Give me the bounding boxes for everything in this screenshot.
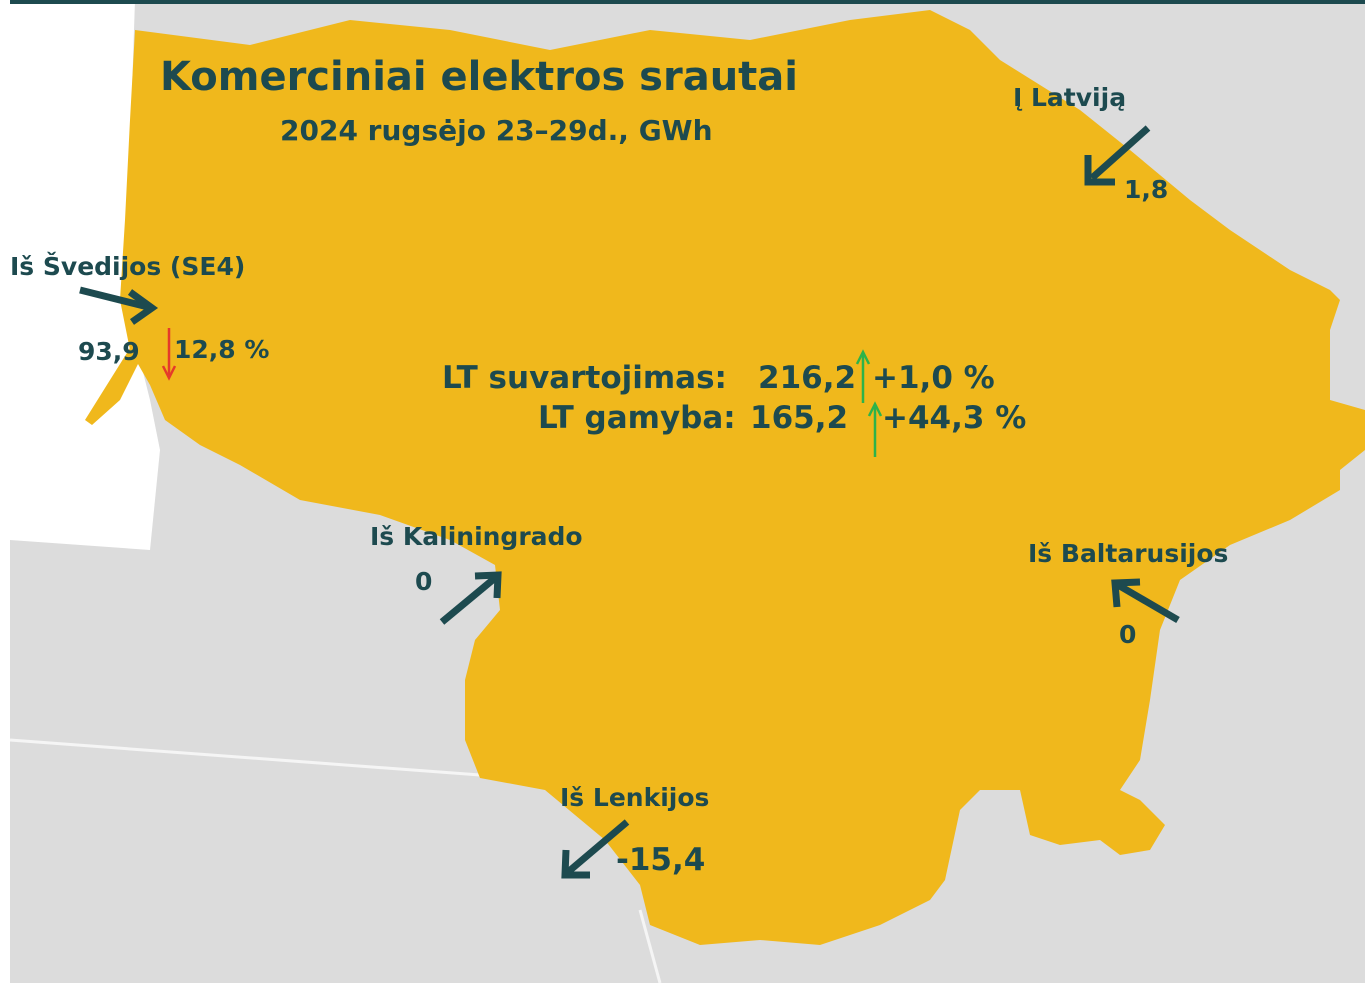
flow-label: Iš Lenkijos <box>560 783 709 812</box>
summary-value: 216,2 <box>758 360 856 396</box>
flow-value: 93,9 <box>78 337 140 366</box>
lithuania <box>120 10 1365 945</box>
flow-label: Į Latviją <box>1013 83 1126 112</box>
border <box>9 738 481 777</box>
summary-change: +1,0 % <box>872 360 995 396</box>
sea <box>10 0 160 550</box>
flow-label: Iš Baltarusijos <box>1028 539 1228 568</box>
subtitle: 2024 rugsėjo 23–29d., GWh <box>280 114 713 147</box>
flow-arrows <box>79 125 1180 879</box>
title: Komerciniai elektros srautai <box>160 54 798 100</box>
top-border <box>0 0 1365 4</box>
left-edge <box>0 0 10 983</box>
summary-change: +44,3 % <box>882 400 1026 436</box>
curonian-spit <box>85 300 158 425</box>
flow-label: Iš Kaliningrado <box>370 522 583 551</box>
flow-value: 0 <box>1119 620 1136 649</box>
change-arrows <box>161 328 883 457</box>
flow-value: 1,8 <box>1124 175 1168 204</box>
summary-value: 165,2 <box>750 400 848 436</box>
summary-label: LT gamyba: <box>538 400 736 436</box>
summary-label: LT suvartojimas: <box>442 360 727 396</box>
border <box>638 909 662 984</box>
flow-value: -15,4 <box>616 842 705 878</box>
flow-label: Iš Švedijos (SE4) <box>10 251 245 281</box>
flow-change: 12,8 % <box>174 335 269 364</box>
flow-value: 0 <box>415 567 432 596</box>
